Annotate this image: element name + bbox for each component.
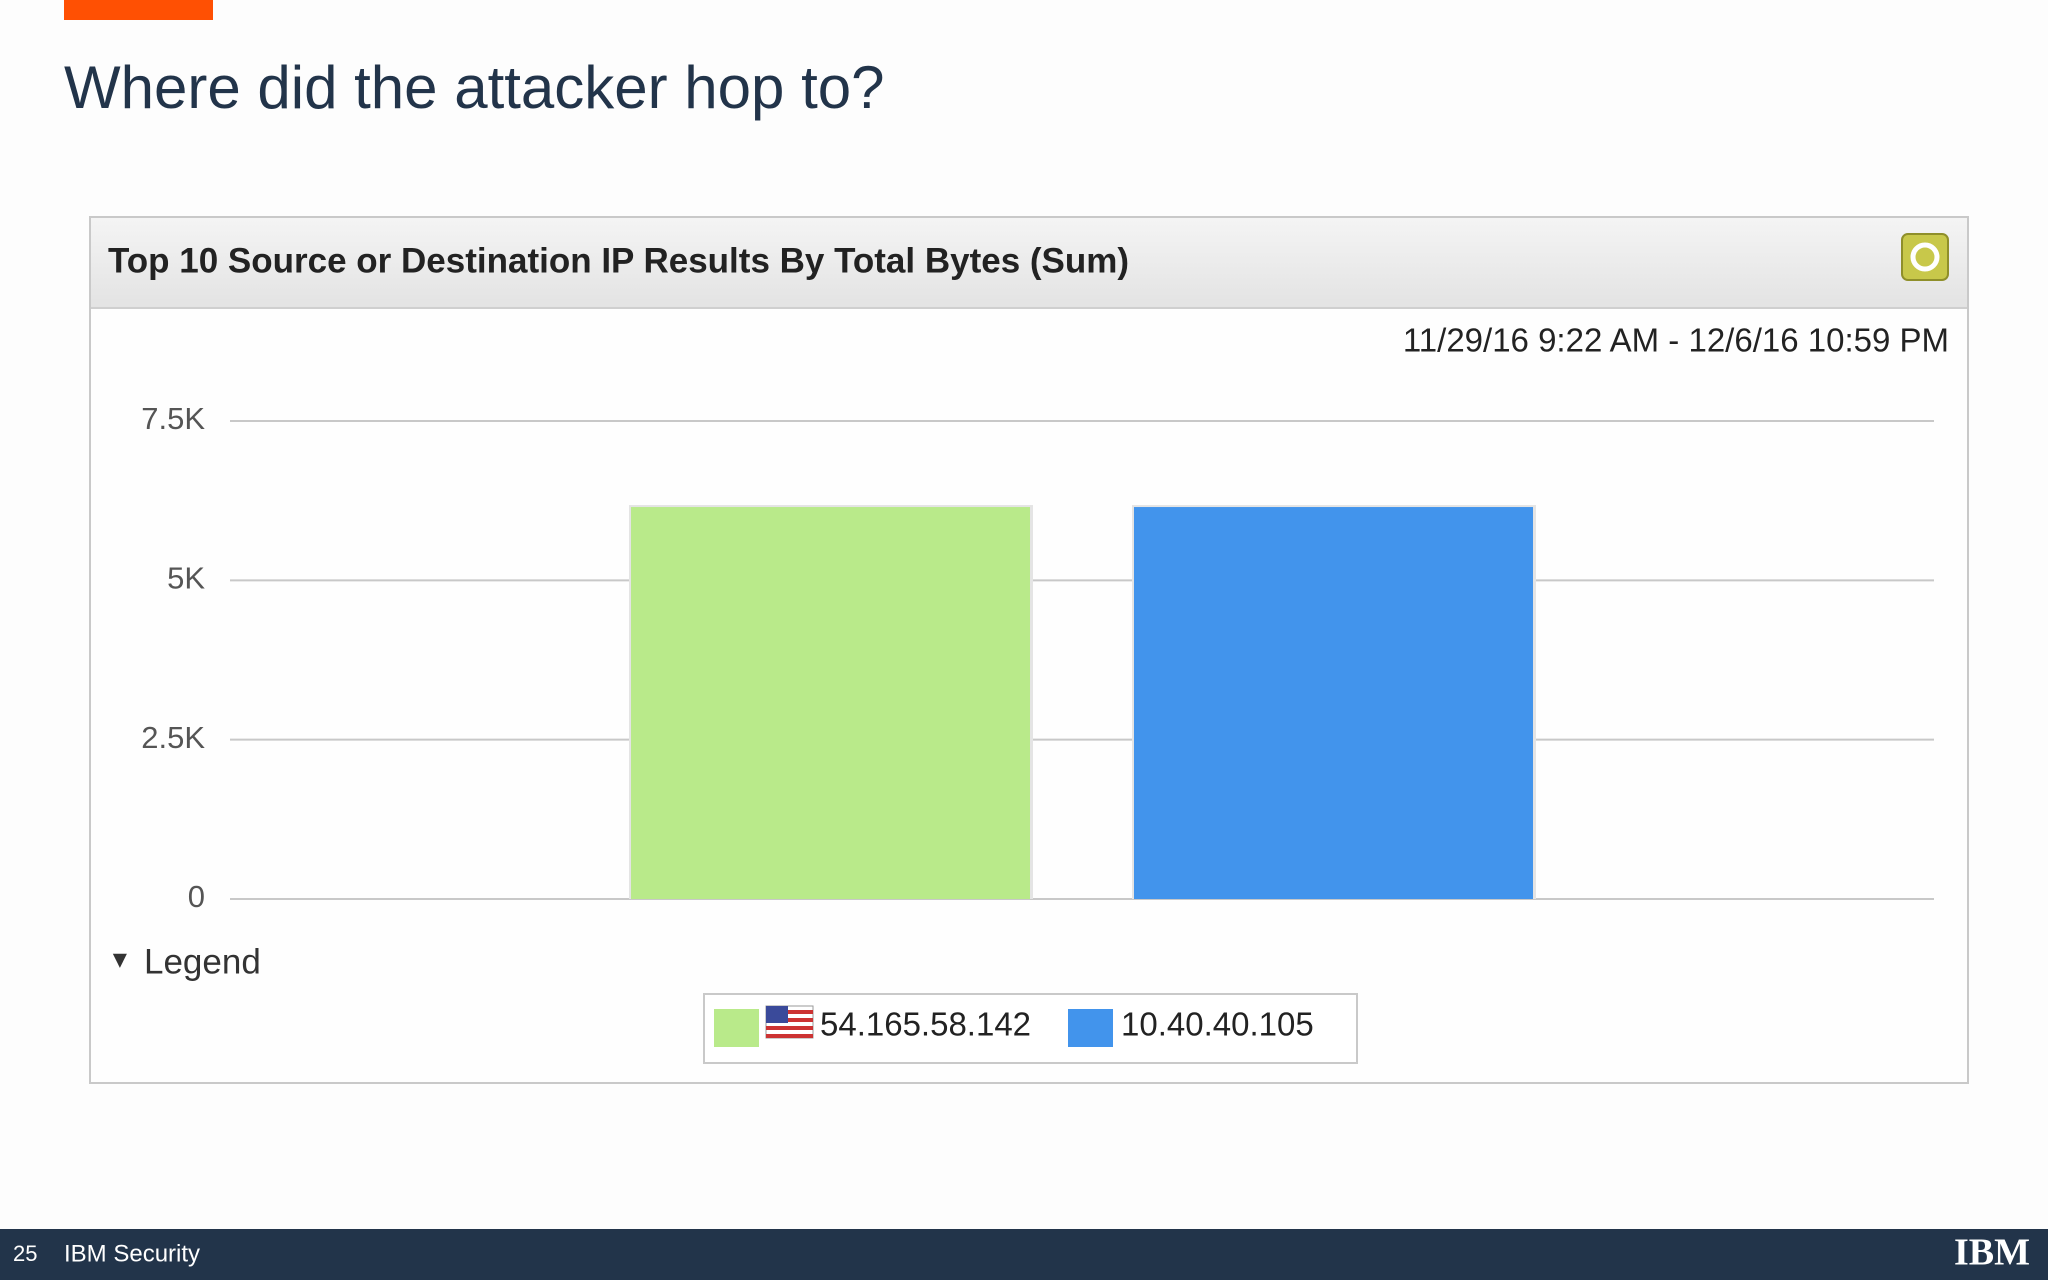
date-range: 11/29/16 9:22 AM - 12/6/16 10:59 PM xyxy=(1403,322,1949,359)
y-tick-label: 2.5K xyxy=(141,720,205,755)
accent-bar xyxy=(64,0,213,20)
legend-title: Legend xyxy=(144,942,261,981)
settings-button[interactable] xyxy=(1901,233,1949,281)
legend-toggle[interactable]: ▼ xyxy=(108,946,132,973)
ibm-logo: IBM xyxy=(1954,1232,2030,1274)
settings-icon[interactable] xyxy=(1901,233,1949,281)
chart-title: Top 10 Source or Destination IP Results … xyxy=(108,241,1129,280)
footer-text: IBM Security xyxy=(64,1240,200,1267)
legend-swatch xyxy=(714,1009,759,1047)
slide-title: Where did the attacker hop to? xyxy=(64,54,885,121)
page-number: 25 xyxy=(13,1241,37,1266)
panel-header xyxy=(91,218,1967,308)
us-flag xyxy=(765,1005,814,1039)
y-tick-label: 7.5K xyxy=(141,401,205,436)
legend-label: 10.40.40.105 xyxy=(1121,1006,1314,1043)
legend-label: 54.165.58.142 xyxy=(820,1006,1031,1043)
legend: 54.165.58.142 10.40.40.105 xyxy=(714,1006,1314,1047)
y-tick-label: 5K xyxy=(167,561,205,596)
gear xyxy=(1910,242,1940,272)
bar xyxy=(631,507,1030,899)
bar xyxy=(1134,507,1533,899)
y-tick-label: 0 xyxy=(188,879,205,914)
footer xyxy=(0,1229,2048,1280)
plot: 0 2.5K 5K 7.5K xyxy=(141,401,1934,914)
legend-swatch xyxy=(1068,1009,1113,1047)
